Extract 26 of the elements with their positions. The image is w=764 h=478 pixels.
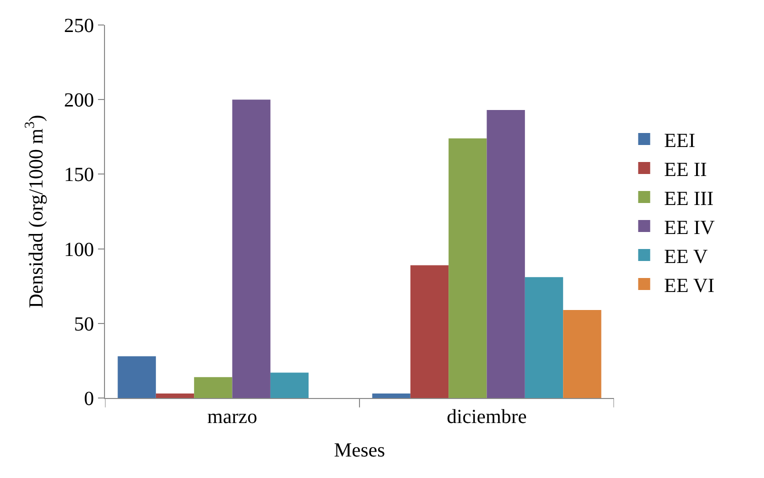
bar — [448, 138, 487, 398]
bar — [563, 310, 602, 398]
y-tick-label: 200 — [64, 90, 94, 112]
legend-label: EE IV — [664, 216, 716, 239]
bar — [486, 110, 525, 398]
x-axis-title: Meses — [334, 440, 386, 462]
bar — [524, 277, 564, 398]
legend-label: EE III — [664, 188, 714, 210]
x-tick-label: diciembre — [446, 406, 527, 428]
y-tick-label: 100 — [64, 238, 94, 261]
legend-label: EE V — [664, 246, 708, 268]
bar — [372, 394, 410, 398]
legend-label: EE VI — [664, 274, 714, 297]
bar — [194, 377, 232, 398]
bar — [232, 100, 270, 398]
bar — [156, 394, 194, 398]
legend-label: EE II — [664, 158, 707, 181]
y-tick-label: 0 — [84, 388, 94, 410]
y-tick-label: 50 — [74, 313, 94, 336]
x-tick-label: marzo — [207, 406, 258, 428]
bar — [410, 265, 449, 398]
y-tick-label: 250 — [64, 15, 94, 37]
bar — [118, 356, 156, 398]
bar — [270, 372, 309, 398]
legend-label: EEI — [664, 130, 696, 152]
y-tick-label: 150 — [64, 164, 94, 186]
